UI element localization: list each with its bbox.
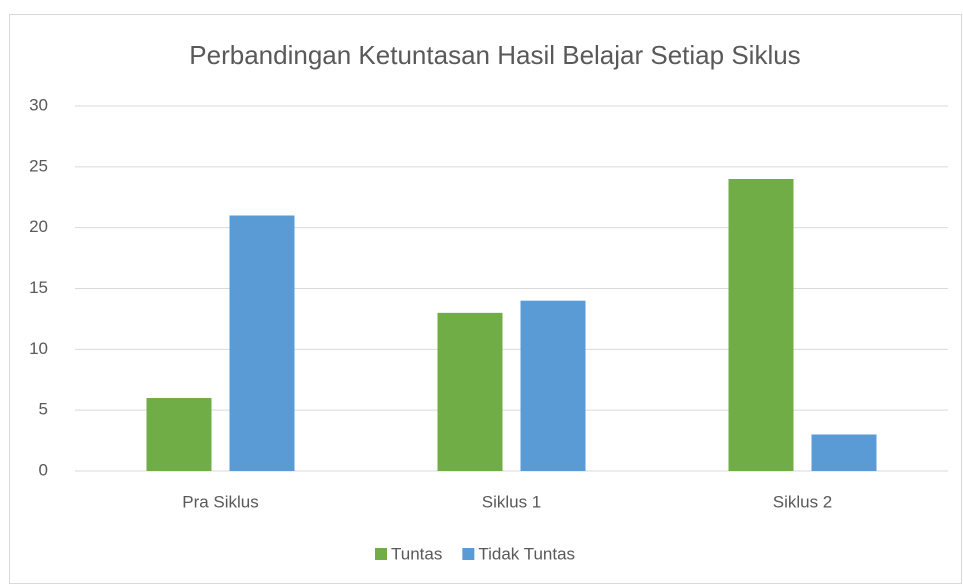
y-tick-label: 0 bbox=[39, 460, 48, 479]
legend-swatch bbox=[375, 548, 387, 560]
x-tick-label: Pra Siklus bbox=[182, 492, 259, 511]
legend-swatch bbox=[462, 548, 475, 560]
y-tick-label: 5 bbox=[39, 400, 48, 419]
legend-label: Tidak Tuntas bbox=[478, 544, 575, 563]
bar bbox=[437, 312, 503, 471]
legend-label: Tuntas bbox=[391, 544, 442, 563]
y-tick-label: 10 bbox=[29, 339, 48, 358]
chart-border bbox=[9, 14, 962, 584]
bar bbox=[146, 398, 212, 471]
chart-title: Perbandingan Ketuntasan Hasil Belajar Se… bbox=[189, 40, 800, 70]
y-tick-label: 30 bbox=[29, 95, 48, 114]
x-tick-label: Siklus 2 bbox=[773, 492, 833, 511]
bar bbox=[520, 300, 586, 471]
bar bbox=[229, 215, 295, 471]
bar bbox=[811, 434, 877, 471]
y-tick-label: 20 bbox=[29, 217, 48, 236]
x-tick-label: Siklus 1 bbox=[482, 492, 542, 511]
y-tick-label: 15 bbox=[29, 278, 48, 297]
y-tick-label: 25 bbox=[29, 156, 48, 175]
bar bbox=[728, 179, 794, 471]
